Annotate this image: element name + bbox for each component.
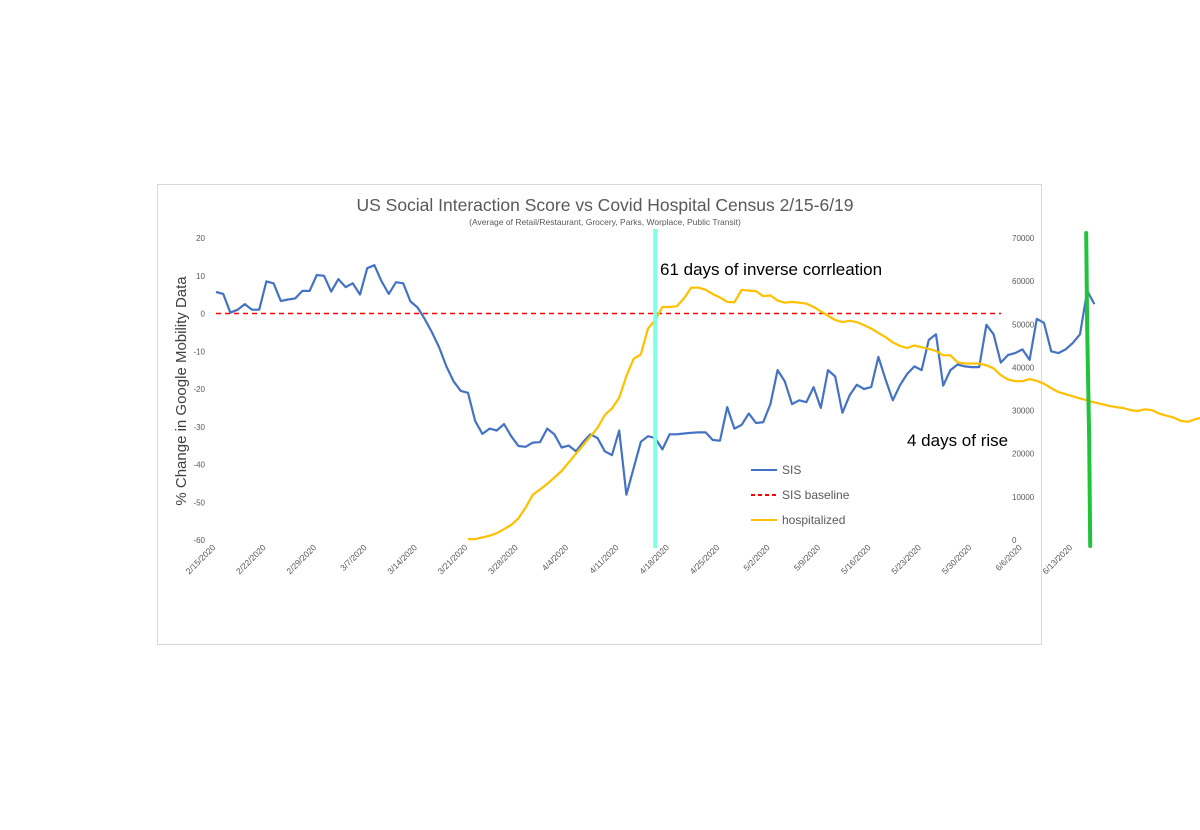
y-tick-label: -60 (193, 536, 205, 545)
y2-tick-label: 50000 (1012, 320, 1035, 329)
legend: SIS SIS baseline hospitalized (751, 463, 850, 527)
y-tick-label: 0 (201, 310, 206, 319)
y-tick-label: 20 (196, 234, 205, 243)
x-tick-label: 4/25/2020 (688, 542, 722, 576)
y-tick-label: 10 (196, 272, 205, 281)
annotation-inverse-correlation: 61 days of inverse corrleation (660, 260, 882, 279)
x-tick-label: 6/6/2020 (993, 542, 1024, 573)
x-tick-label: 5/23/2020 (889, 542, 923, 576)
series-layer (215, 264, 1200, 541)
series-hospitalized (468, 286, 1200, 541)
axis-layer: 20 10 0 -10 -20 -30 -40 -50 -60 70000 60000 50000 40… (184, 234, 1075, 576)
x-tick-label: 3/21/2020 (436, 542, 470, 576)
y-tick-label: -30 (193, 423, 205, 432)
marker-layer (653, 229, 1093, 548)
x-tick-label: 5/30/2020 (940, 542, 974, 576)
chart-title: US Social Interaction Score vs Covid Hos… (356, 195, 853, 215)
y2-tick-label: 0 (1012, 536, 1017, 545)
x-tick-label: 5/16/2020 (839, 542, 873, 576)
x-tick-label: 3/7/2020 (338, 542, 369, 573)
y-tick-label: -50 (193, 498, 205, 507)
chart-frame (157, 184, 1042, 645)
y2-tick-label: 60000 (1012, 277, 1035, 286)
annotation-days-of-rise: 4 days of rise (907, 431, 1008, 450)
x-tick-label: 4/4/2020 (540, 542, 571, 573)
x-tick-label: 4/11/2020 (587, 542, 621, 576)
x-tick-label: 3/14/2020 (385, 542, 419, 576)
x-tick-label: 5/9/2020 (792, 542, 823, 573)
y-tick-label: -40 (193, 461, 205, 470)
legend-label: SIS (782, 463, 801, 477)
x-tick-label: 6/13/2020 (1040, 542, 1074, 576)
y2-tick-label: 40000 (1012, 363, 1035, 372)
y-axis-label: % Change in Google Mobility Data (173, 276, 190, 506)
legend-label: hospitalized (782, 513, 845, 527)
y-tick-label: -10 (193, 347, 205, 356)
y2-tick-label: 70000 (1012, 234, 1035, 243)
x-tick-label: 2/15/2020 (184, 542, 218, 576)
x-tick-label: 5/2/2020 (741, 542, 772, 573)
y2-tick-label: 30000 (1012, 407, 1035, 416)
y2-tick-label: 20000 (1012, 450, 1035, 459)
x-tick-label: 2/29/2020 (284, 542, 318, 576)
y2-tick-label: 10000 (1012, 493, 1035, 502)
y-tick-label: -20 (193, 385, 205, 394)
legend-label: SIS baseline (782, 488, 850, 502)
green-vertical-line (1084, 231, 1093, 548)
chart-subtitle: (Average of Retail/Restaurant, Grocery, … (469, 217, 741, 227)
x-tick-label: 2/22/2020 (234, 542, 268, 576)
x-tick-label: 3/28/2020 (486, 542, 520, 576)
